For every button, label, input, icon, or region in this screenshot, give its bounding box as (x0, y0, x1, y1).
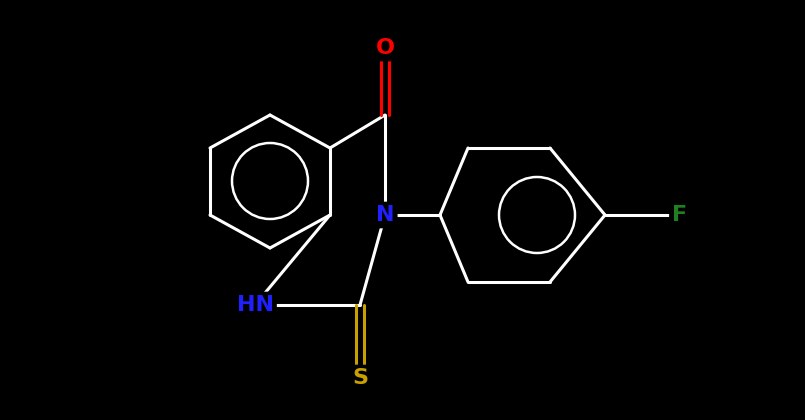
Text: HN: HN (237, 295, 274, 315)
Text: O: O (375, 38, 394, 58)
Text: F: F (672, 205, 687, 225)
Text: S: S (352, 368, 368, 388)
Text: N: N (376, 205, 394, 225)
